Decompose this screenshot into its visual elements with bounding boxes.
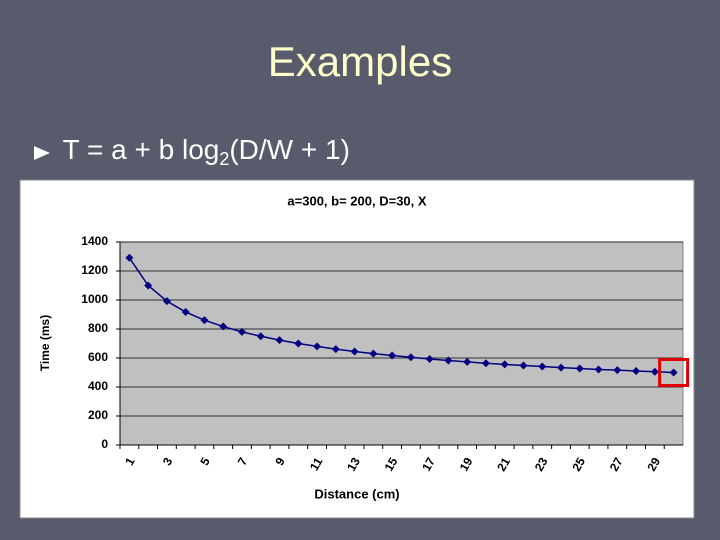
data-point [444,356,453,365]
x-tick-label: 27 [607,455,626,474]
data-point [500,360,509,369]
y-tick-label: 200 [88,408,108,422]
data-point [237,327,246,336]
data-point [669,368,678,377]
bullet-marker [34,146,50,160]
data-point [350,347,359,356]
y-tick-label: 1200 [81,263,108,277]
data-point [125,253,134,262]
highlight-box [658,358,690,387]
y-tick-label: 0 [101,437,108,451]
chart-title: a=300, b= 200, D=30, X [287,193,426,208]
data-point [219,322,228,331]
x-tick-label: 25 [569,455,588,474]
data-point [613,366,622,375]
formula-text: (D/W + 1) [229,134,350,165]
data-point [162,297,171,306]
x-tick-label: 15 [382,455,401,474]
data-point [632,367,641,376]
data-point [181,308,190,317]
data-point [425,355,434,364]
data-point [650,367,659,376]
data-point [294,339,303,348]
data-point [538,362,547,371]
data-point [369,349,378,358]
plot-area [119,241,684,446]
data-point [406,353,415,362]
formula-text: T = a + b log [62,134,220,165]
data-point [519,361,528,370]
x-tick-label: 29 [644,455,663,474]
data-point [275,336,284,345]
data-point [575,364,584,373]
data-point [331,345,340,354]
data-point [313,342,322,351]
data-point [200,316,209,325]
data-point [388,351,397,360]
slide-title: Examples [267,38,453,85]
x-tick-label: 17 [419,455,438,474]
x-tick-label: 23 [532,455,551,474]
data-point [256,332,265,341]
y-tick-label: 1000 [81,292,108,306]
x-tick-label: 21 [494,455,513,474]
y-tick-label: 800 [88,321,108,335]
data-point [557,363,566,372]
formula: T = a + b log2(D/W + 1) [32,134,350,170]
x-tick-label: 13 [344,455,363,474]
formula-subscript: 2 [219,149,230,169]
x-tick-label: 19 [457,455,476,474]
data-point [463,357,472,366]
x-axis-label: Distance (cm) [314,486,399,501]
y-tick-label: 400 [88,379,108,393]
y-tick-label: 1400 [81,234,108,248]
data-point [594,365,603,374]
y-axis-label: Time (ms) [38,315,52,371]
y-tick-label: 600 [88,350,108,364]
data-point [144,281,153,290]
data-point [481,359,490,368]
